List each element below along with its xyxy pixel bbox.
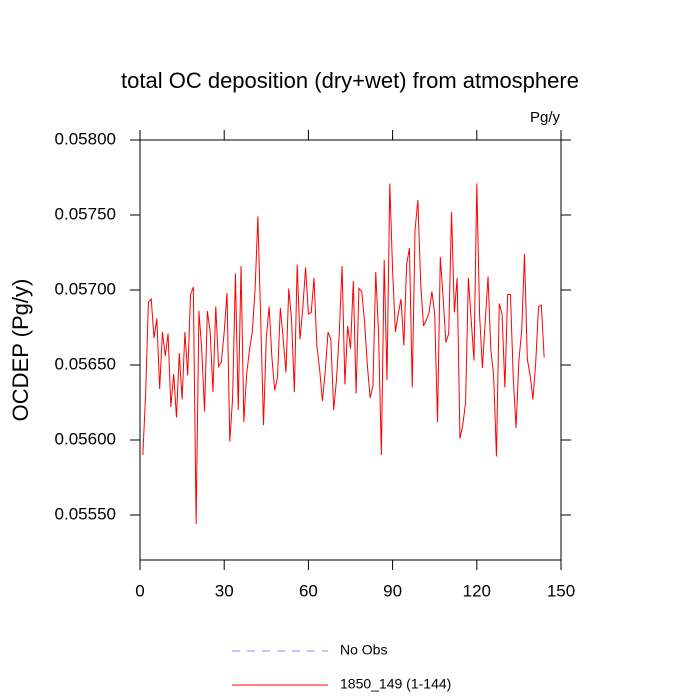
x-tick-label: 150 [547, 581, 575, 600]
y-tick-label: 0.05750 [55, 204, 116, 223]
chart-title: total OC deposition (dry+wet) from atmos… [121, 68, 579, 93]
y-axis-label: OCDEP (Pg/y) [8, 279, 33, 422]
legend-label: 1850_149 (1-144) [340, 676, 451, 692]
y-tick-label: 0.05600 [55, 429, 116, 448]
x-tick-label: 120 [463, 581, 491, 600]
y-tick-label: 0.05800 [55, 129, 116, 148]
data-line [142, 183, 545, 525]
y-tick-label: 0.05650 [55, 354, 116, 373]
x-tick-label: 0 [135, 581, 144, 600]
plot-frame [139, 139, 562, 561]
y-tick-label: 0.05550 [55, 504, 116, 523]
x-tick-label: 60 [299, 581, 318, 600]
y-tick-label: 0.05700 [55, 279, 116, 298]
units-label: Pg/y [530, 109, 561, 126]
legend-label: No Obs [340, 642, 387, 658]
x-tick-label: 30 [215, 581, 234, 600]
x-tick-label: 90 [383, 581, 402, 600]
